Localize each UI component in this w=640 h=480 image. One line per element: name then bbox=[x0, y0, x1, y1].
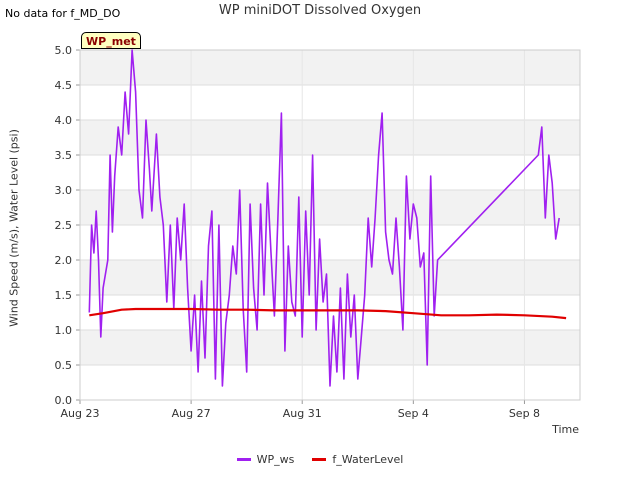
y-tick-label: 0.0 bbox=[55, 394, 73, 407]
y-tick-label: 2.0 bbox=[55, 254, 73, 267]
grid-band bbox=[80, 295, 580, 330]
y-tick-label: 1.0 bbox=[55, 324, 73, 337]
series-line-WP_ws bbox=[88, 49, 560, 387]
grid-band bbox=[80, 260, 580, 295]
grid-band bbox=[80, 120, 580, 155]
y-tick-label: 0.5 bbox=[55, 359, 73, 372]
y-tick-label: 5.0 bbox=[55, 44, 73, 57]
legend: WP_ws f_WaterLevel bbox=[0, 453, 640, 466]
y-tick-label: 1.5 bbox=[55, 289, 73, 302]
y-tick-label: 3.0 bbox=[55, 184, 73, 197]
legend-label-ws: WP_ws bbox=[256, 453, 295, 466]
y-tick-label: 4.0 bbox=[55, 114, 73, 127]
site-badge: WP_met bbox=[81, 32, 141, 49]
grid-band bbox=[80, 225, 580, 260]
y-tick-label: 3.5 bbox=[55, 149, 73, 162]
chart-title: WP miniDOT Dissolved Oxygen bbox=[218, 3, 422, 18]
legend-item-ws[interactable]: WP_ws bbox=[236, 453, 295, 466]
y-tick-label: 2.5 bbox=[55, 219, 73, 232]
grid-band bbox=[80, 190, 580, 225]
x-tick-label: Aug 23 bbox=[61, 407, 100, 420]
grid-band bbox=[80, 330, 580, 365]
plot-frame bbox=[79, 49, 581, 401]
y-axis-label: Wind Speed (m/s), Water Level (psi) bbox=[7, 129, 21, 327]
grid-band bbox=[80, 50, 580, 85]
legend-swatch-waterlevel bbox=[312, 458, 327, 461]
legend-label-waterlevel: f_WaterLevel bbox=[332, 453, 404, 466]
legend-item-waterlevel[interactable]: f_WaterLevel bbox=[312, 453, 403, 466]
grid-band bbox=[80, 85, 580, 120]
x-tick-label: Aug 27 bbox=[172, 407, 211, 420]
no-data-note: No data for f_MD_DO bbox=[5, 7, 121, 20]
legend-swatch-ws bbox=[236, 458, 251, 461]
x-tick-label: Aug 31 bbox=[283, 407, 322, 420]
grid-band bbox=[80, 155, 580, 190]
x-tick-label: Sep 8 bbox=[509, 407, 540, 420]
series-line-f_WaterLevel bbox=[89, 307, 567, 320]
x-axis-label: Time bbox=[552, 423, 579, 436]
x-tick-label: Sep 4 bbox=[398, 407, 429, 420]
y-tick-label: 4.5 bbox=[55, 79, 73, 92]
